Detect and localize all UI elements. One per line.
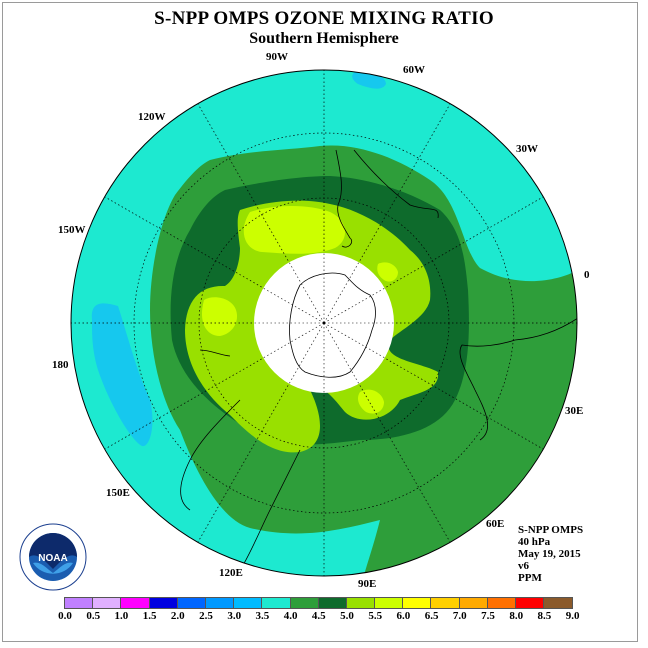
info-date: May 19, 2015	[518, 548, 581, 560]
colorbar-swatch	[346, 598, 376, 608]
noaa-logo-text: NOAA	[38, 553, 67, 564]
colorbar-swatch	[93, 598, 122, 608]
colorbar-tick-label: 7.0	[452, 610, 467, 622]
colorbar-swatch	[375, 598, 404, 608]
australia-coastline	[180, 399, 301, 571]
colorbar-swatch	[290, 598, 319, 608]
colorbar-swatch	[234, 598, 263, 608]
colorbar-swatch	[459, 598, 488, 608]
lon-label-150w: 150W	[58, 224, 86, 236]
colorbar-swatch	[403, 598, 432, 608]
info-instrument: S-NPP OMPS	[518, 524, 584, 536]
colorbar-tick-label: 0.0	[58, 610, 72, 622]
lon-label-30e: 30E	[565, 405, 583, 417]
colorbar-swatch	[262, 598, 291, 608]
colorbar	[64, 597, 574, 609]
map-subtitle: Southern Hemisphere	[249, 30, 399, 47]
lon-label-180: 180	[52, 359, 69, 371]
south-pole-marker	[322, 321, 326, 325]
info-level: 40 hPa	[518, 536, 551, 548]
latitude-circle-30s	[133, 132, 515, 514]
colorbar-swatch	[487, 598, 516, 608]
lon-label-90w: 90W	[266, 51, 288, 63]
colorbar-tick-label: 2.5	[199, 610, 213, 622]
south-america-coastline	[335, 149, 353, 248]
lon-label-60e: 60E	[486, 518, 504, 530]
ozone-5.5-6.0-area-pacific-sector	[243, 206, 346, 254]
colorbar-swatch	[544, 598, 573, 608]
colorbar-swatch	[149, 598, 178, 608]
colorbar-tick-label: 5.5	[368, 610, 383, 622]
data-info-block: S-NPP OMPS 40 hPa May 19, 2015 v6 PPM	[518, 524, 583, 584]
info-version: v6	[518, 560, 529, 572]
colorbar-tick-label: 0.5	[86, 610, 101, 622]
ozone-5.5-6.0-area-south	[358, 389, 384, 414]
ozone-5.5-6.0-area-west	[201, 297, 238, 336]
new-zealand-coastline	[199, 349, 231, 357]
colorbar-tick-label: 3.0	[227, 610, 242, 622]
africa-coastline	[459, 317, 577, 441]
colorbar-swatch	[121, 598, 150, 608]
colorbar-tick-label: 9.0	[565, 610, 580, 622]
map-title: S-NPP OMPS OZONE MIXING RATIO	[154, 8, 494, 29]
colorbar-tick-label: 2.0	[170, 610, 185, 622]
figure-frame	[2, 2, 638, 642]
lon-label-120w: 120W	[138, 111, 166, 123]
colorbar-tick-label: 8.5	[537, 610, 552, 622]
colorbar-swatch	[431, 598, 460, 608]
south-america-east-coast	[353, 149, 439, 219]
map-boundary	[70, 69, 578, 577]
colorbar-swatch	[177, 598, 206, 608]
colorbar-ticks: 0.0 0.5 1.0 1.5 2.0 2.5 3.0 3.5 4.0 4.5 5.0 5.5 6.0 6…	[0, 610, 648, 624]
colorbar-swatch	[65, 598, 94, 608]
colorbar-tick-label: 4.5	[311, 610, 326, 622]
ozone-5.5-6.0-area-east	[377, 262, 398, 282]
colorbar-tick-label: 1.0	[114, 610, 129, 622]
lon-label-30w: 30W	[516, 143, 538, 155]
colorbar-tick-label: 1.5	[142, 610, 157, 622]
colorbar-tick-label: 4.0	[283, 610, 298, 622]
colorbar-tick-label: 6.0	[396, 610, 411, 622]
colorbar-tick-label: 8.0	[509, 610, 524, 622]
colorbar-tick-label: 6.5	[424, 610, 439, 622]
colorbar-tick-label: 7.5	[481, 610, 495, 622]
lon-label-90e: 90E	[358, 578, 376, 590]
lon-label-120e: 120E	[219, 567, 243, 579]
lon-label-0: 0	[584, 269, 590, 281]
antarctica-coastline	[289, 272, 376, 378]
colorbar-tick-label: 3.5	[255, 610, 270, 622]
colorbar-swatch	[516, 598, 545, 608]
colorbar-tick-label: 5.0	[340, 610, 354, 622]
ozone-3.0-3.5-area-pacific	[91, 303, 153, 447]
info-units: PPM	[518, 572, 542, 584]
lon-label-150e: 150E	[106, 487, 130, 499]
lon-label-60w: 60W	[403, 64, 425, 76]
colorbar-swatch	[318, 598, 347, 608]
noaa-logo: NOAA	[19, 523, 87, 591]
colorbar-swatch	[205, 598, 235, 608]
